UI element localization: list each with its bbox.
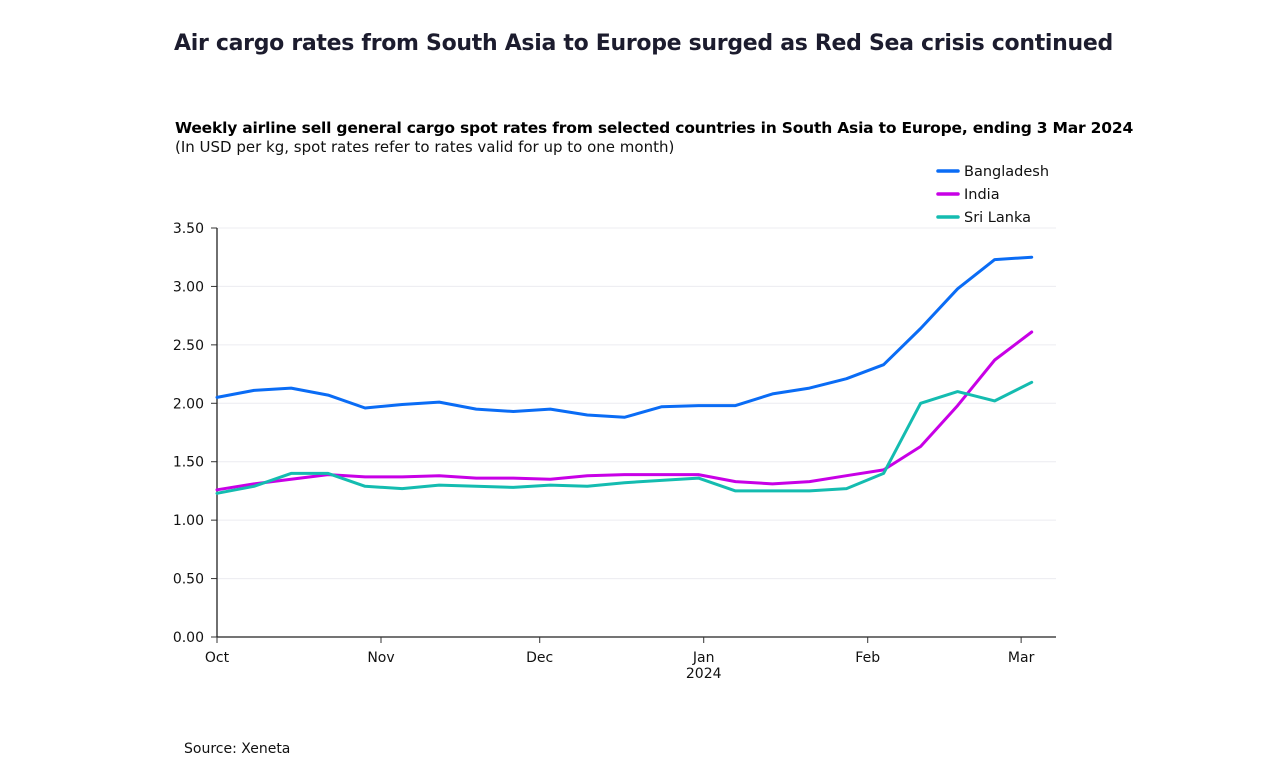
source-note: Source: Xeneta (184, 741, 291, 757)
y-tick-label: 0.50 (173, 572, 204, 588)
y-tick-label: 3.50 (173, 221, 204, 237)
chart-subtitle: (In USD per kg, spot rates refer to rate… (175, 138, 675, 156)
y-tick-label: 2.50 (173, 338, 204, 354)
x-tick-label: Oct (205, 650, 230, 666)
series-line-bangladesh (215, 255, 1034, 419)
y-tick-label: 3.00 (173, 279, 204, 295)
legend-label-sri-lanka: Sri Lanka (964, 210, 1031, 226)
y-tick-label: 0.00 (173, 630, 204, 646)
y-tick-label: 1.50 (173, 455, 204, 471)
x-tick-label: Nov (367, 650, 394, 666)
x-tick-label: Mar (1008, 650, 1035, 666)
x-tick-label: Jan (692, 650, 715, 666)
series-line-india (215, 330, 1034, 492)
x-tick-label: Dec (526, 650, 553, 666)
legend-label-bangladesh: Bangladesh (964, 164, 1049, 180)
headline: Air cargo rates from South Asia to Europ… (174, 31, 1113, 56)
series-line-sri-lanka (215, 380, 1034, 495)
legend-label-india: India (964, 187, 1000, 203)
x-tick-sublabel: 2024 (686, 666, 722, 682)
x-tick-label: Feb (855, 650, 880, 666)
y-tick-label: 1.00 (173, 513, 204, 529)
y-tick-label: 2.00 (173, 396, 204, 412)
chart-title: Weekly airline sell general cargo spot r… (175, 119, 1134, 137)
